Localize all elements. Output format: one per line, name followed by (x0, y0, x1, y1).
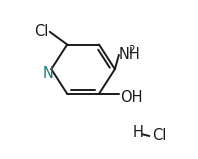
Text: OH: OH (120, 90, 143, 105)
Text: NH: NH (119, 47, 141, 62)
Text: Cl: Cl (34, 24, 48, 39)
Text: N: N (43, 66, 54, 81)
Text: Cl: Cl (152, 128, 167, 143)
Text: H: H (132, 125, 143, 140)
Text: 2: 2 (129, 45, 135, 55)
